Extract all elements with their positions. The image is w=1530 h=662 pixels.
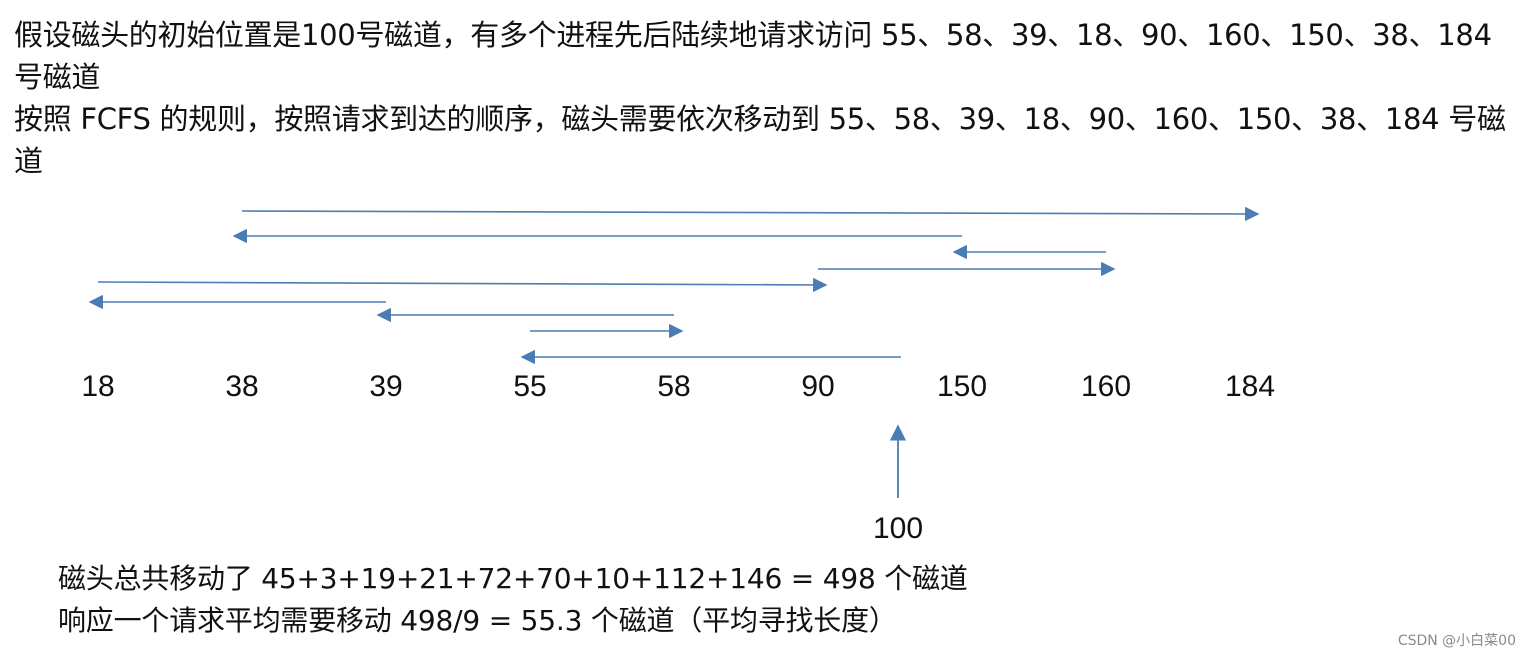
move-arrow-38-to-184 [241,206,1260,222]
fcfs-explanation: 按照 FCFS 的规则，按照请求到达的顺序，磁头需要依次移动到 55、58、39… [14,102,1506,178]
move-arrow-18-to-90 [97,277,828,293]
head-movement-arrows [88,206,1260,365]
watermark: CSDN @小白菜00 [1397,633,1516,649]
track-label-90: 90 [801,370,834,403]
start-position-marker: 100 [873,424,923,545]
problem-description: 假设磁头的初始位置是100号磁道，有多个进程先后陆续地请求访问 55、58、39… [14,14,1524,182]
track-label-39: 39 [369,370,402,403]
result-summary: 磁头总共移动了 45+3+19+21+72+70+10+112+146 = 49… [58,558,968,642]
track-label-18: 18 [81,370,114,403]
fcfs-seek-diagram: 18 38 39 55 58 90 150 160 184 100 [81,206,1275,545]
track-label-184: 184 [1225,370,1275,403]
average-seek-text: 响应一个请求平均需要移动 498/9 = 55.3 个磁道（平均寻找长度） [58,604,897,637]
track-label-58: 58 [657,370,690,403]
track-axis-labels: 18 38 39 55 58 90 150 160 184 [81,370,1275,403]
problem-statement: 假设磁头的初始位置是100号磁道，有多个进程先后陆续地请求访问 55、58、39… [14,18,1492,94]
start-position-label: 100 [873,512,923,545]
track-label-150: 150 [937,370,987,403]
track-label-55: 55 [513,370,546,403]
track-label-160: 160 [1081,370,1131,403]
total-movement-text: 磁头总共移动了 45+3+19+21+72+70+10+112+146 = 49… [58,562,968,595]
track-label-38: 38 [225,370,258,403]
